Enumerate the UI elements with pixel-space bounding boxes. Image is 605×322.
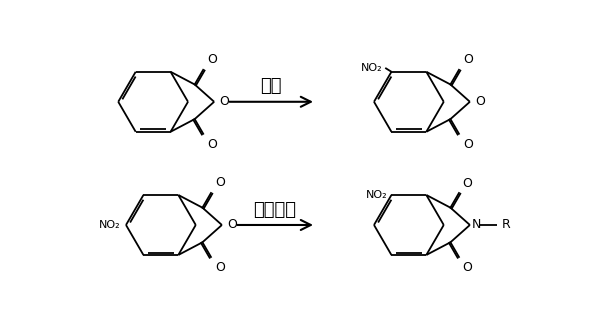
Text: O: O bbox=[476, 95, 485, 108]
Text: NO₂: NO₂ bbox=[361, 63, 383, 73]
Text: O: O bbox=[215, 261, 224, 274]
Text: R: R bbox=[502, 219, 511, 232]
Text: O: O bbox=[207, 137, 217, 151]
Text: O: O bbox=[227, 219, 237, 232]
Text: 酰亚胺化: 酰亚胺化 bbox=[253, 201, 296, 219]
Text: NO₂: NO₂ bbox=[99, 220, 120, 230]
Text: 硝化: 硝化 bbox=[260, 77, 282, 95]
Text: O: O bbox=[207, 53, 217, 66]
Text: O: O bbox=[463, 53, 473, 66]
Text: O: O bbox=[463, 137, 473, 151]
Text: O: O bbox=[462, 177, 472, 190]
Text: N: N bbox=[471, 219, 481, 232]
Text: O: O bbox=[462, 261, 472, 274]
Text: O: O bbox=[220, 95, 229, 108]
Text: O: O bbox=[215, 176, 224, 189]
Text: NO₂: NO₂ bbox=[366, 190, 388, 200]
